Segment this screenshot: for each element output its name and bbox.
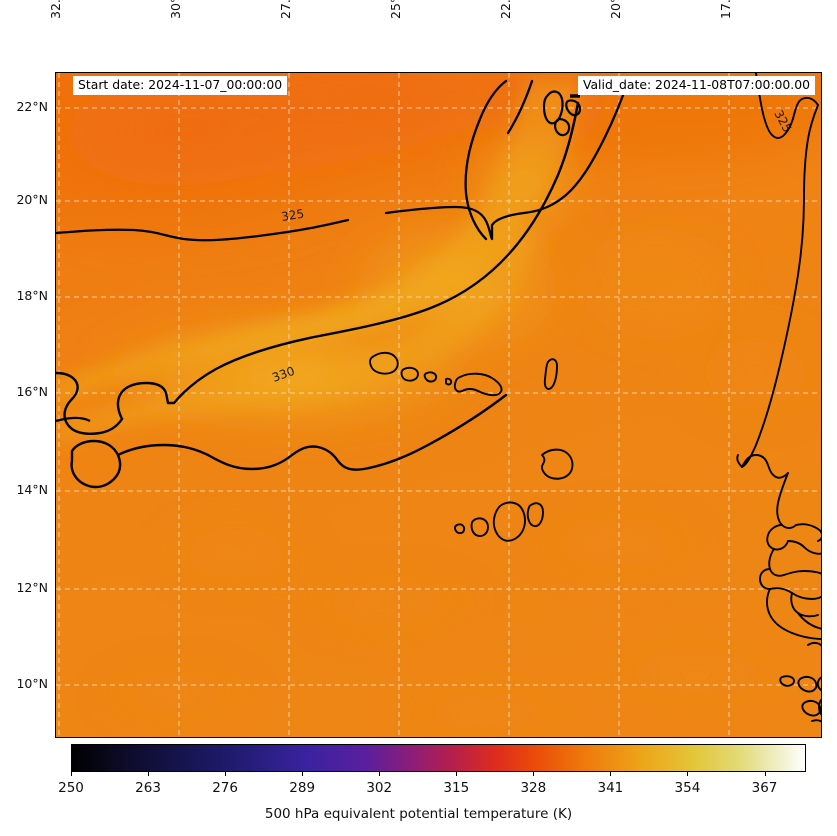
contour-330-west <box>56 416 91 423</box>
colorbar-title: 500 hPa equivalent potential temperature… <box>264 806 573 822</box>
x-tick-label: 27.5°W <box>278 0 293 19</box>
colorbar-tick <box>456 772 458 776</box>
y-tick-label: 12°N <box>16 580 48 595</box>
colorbar-tick-label: 328 <box>520 780 547 796</box>
colorbar-tick <box>302 772 304 776</box>
colorbar-tick-label: 289 <box>289 780 316 796</box>
contour-325 <box>56 79 630 242</box>
colorbar-tick <box>533 772 535 776</box>
colorbar-tick-label: 276 <box>212 780 238 796</box>
map-plot-area[interactable]: 325 330 325 <box>55 72 822 738</box>
colorbar-tick <box>225 772 227 776</box>
field-warm-core <box>86 113 596 435</box>
colorbar[interactable] <box>71 744 806 772</box>
field-mottling <box>86 228 821 737</box>
west-africa-coastline <box>736 73 821 723</box>
colorbar-tick-label: 263 <box>135 780 161 796</box>
start-date-label: Start date: 2024-11-07_00:00:00 <box>73 76 288 96</box>
colorbar-tick <box>687 772 689 776</box>
valid-date-label: Valid_date: 2024-11-08T07:00:00.00 <box>577 76 815 96</box>
colorbar-tick <box>764 772 766 776</box>
cape-verde-islands <box>369 351 574 542</box>
colorbar-tick-label: 341 <box>597 780 624 796</box>
x-tick-label: 30°W <box>168 0 183 19</box>
y-tick-label: 14°N <box>16 482 48 497</box>
y-tick-label: 20°N <box>16 192 48 207</box>
colorbar-tick <box>610 772 612 776</box>
x-tick-label: 20°W <box>608 0 623 19</box>
y-tick-label: 10°N <box>16 676 48 691</box>
colorbar-tick-label: 250 <box>58 780 84 796</box>
colorbar-tick-label: 315 <box>443 780 470 796</box>
x-tick-label: 32.5°W <box>48 0 63 19</box>
colorbar-tick <box>379 772 381 776</box>
colorbar-gradient <box>72 745 805 771</box>
colorbar-tick <box>71 772 72 776</box>
contour-label-325: 325 <box>280 207 305 224</box>
contour-330 <box>56 101 580 489</box>
x-tick-label: 17.5°W <box>718 0 733 19</box>
colorbar-tick-label: 354 <box>674 780 701 796</box>
colorbar-tick-label: 302 <box>366 780 393 796</box>
colorbar-tick-label: 367 <box>751 780 778 796</box>
map-canvas: 325 330 325 <box>56 73 821 737</box>
y-tick-label: 18°N <box>16 288 48 303</box>
x-tick-label: 22.5°W <box>498 0 513 19</box>
colorbar-tick <box>148 772 150 776</box>
x-tick-label: 25°W <box>388 0 403 19</box>
y-tick-label: 16°N <box>16 384 48 399</box>
y-tick-label: 22°N <box>16 99 48 114</box>
